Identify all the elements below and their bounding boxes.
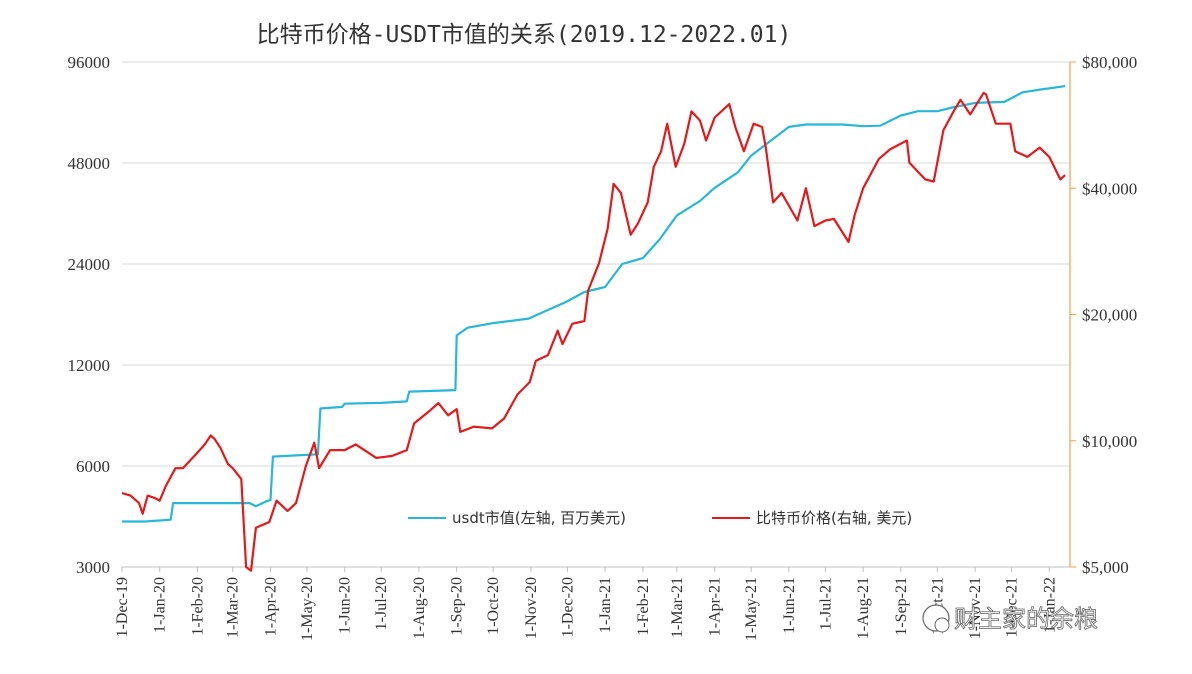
x-tick-label: 1-Feb-20	[189, 577, 206, 636]
x-tick-label: 1-Dec-21	[1004, 577, 1021, 637]
btc-price-line	[121, 91, 1066, 572]
wechat-icon-bubble	[934, 617, 950, 633]
legend-usdt-label: usdt市值(左轴, 百万美元)	[452, 509, 626, 527]
right-tick-label: $5,000	[1082, 558, 1129, 577]
left-tick-label: 24000	[68, 255, 111, 274]
x-tick-label: 1-Sep-20	[449, 577, 466, 636]
x-tick-label: 1-Apr-20	[262, 577, 279, 636]
x-tick-label: 1-Nov-20	[523, 577, 540, 639]
left-tick-label: 96000	[68, 53, 111, 72]
right-tick-label: $10,000	[1082, 432, 1137, 451]
x-axis-ticks: 1-Dec-19 1-Jan-20 1-Feb-20 1-Mar-20 1-Apr-20…	[114, 567, 1058, 641]
chart-title: 比特币价格-USDT市值的关系(2019.12-2022.01)	[257, 22, 792, 48]
x-tick-label: 1-Feb-21	[635, 577, 652, 636]
x-tick-label: 1-Mar-21	[669, 577, 686, 638]
x-tick-label: 1-Oct-20	[485, 577, 502, 635]
legend-btc-label: 比特币价格(右轴, 美元)	[756, 509, 912, 527]
x-tick-label: 1-Jul-20	[373, 577, 390, 630]
left-tick-label: 3000	[76, 558, 110, 577]
x-tick-label: 1-Aug-20	[411, 577, 428, 639]
x-tick-label: 1-Jul-21	[817, 577, 834, 630]
x-tick-label: 1-Jan-21	[597, 577, 614, 633]
grid-lines	[122, 61, 1070, 568]
right-tick-label: $80,000	[1082, 53, 1137, 72]
left-tick-label: 6000	[76, 457, 110, 476]
left-tick-label: 48000	[68, 154, 111, 173]
x-tick-label: 1-Aug-21	[855, 577, 872, 639]
x-tick-label: 1-May-20	[299, 577, 316, 641]
right-axis-ticks: $5,000 $10,000 $20,000 $40,000 $80,000	[1070, 53, 1137, 577]
x-tick-label: 1-Jan-20	[152, 577, 169, 633]
x-tick-label: 1-Nov-21	[967, 577, 984, 639]
x-tick-label: 1-Sep-21	[893, 577, 910, 636]
x-tick-label: 1-Mar-20	[225, 577, 242, 638]
x-tick-label: 1-Dec-19	[114, 577, 131, 637]
legend: usdt市值(左轴, 百万美元) 比特币价格(右轴, 美元)	[408, 509, 912, 527]
usdt-market-cap-line	[122, 84, 1066, 523]
series-lines	[121, 84, 1066, 572]
right-tick-label: $40,000	[1082, 179, 1137, 198]
axes	[122, 62, 1071, 568]
watermark: 财主家的余粮	[922, 604, 1098, 633]
left-tick-label: 12000	[68, 356, 111, 375]
x-tick-label: 1-Apr-21	[707, 577, 724, 636]
right-tick-label: $20,000	[1082, 306, 1137, 325]
x-tick-label: 1-Dec-20	[559, 577, 576, 637]
x-tick-label: 1-Jan-22	[1041, 577, 1058, 633]
x-tick-label: 1-Jun-21	[781, 577, 798, 634]
x-tick-label: 1-Jun-20	[337, 577, 354, 634]
watermark-text: 财主家的余粮	[954, 605, 1098, 633]
x-tick-label: 1-May-21	[743, 577, 760, 641]
left-axis-ticks: 3000 6000 12000 24000 48000 96000	[68, 53, 111, 577]
